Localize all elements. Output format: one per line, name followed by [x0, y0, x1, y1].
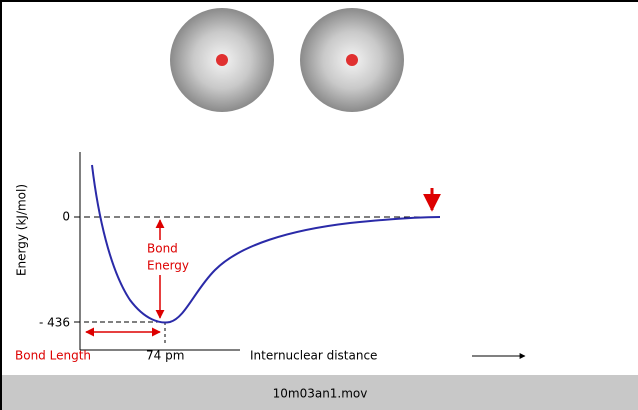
bond-energy-label: Bond	[147, 242, 178, 256]
bond-length-value: 74 pm	[146, 349, 184, 363]
nucleus	[216, 54, 228, 66]
energy-curve	[91, 164, 441, 324]
tick-label: 0	[62, 210, 70, 224]
footer-bar	[2, 375, 638, 410]
file-name: 10m03an1.mov	[273, 387, 368, 401]
x-label: Internuclear distance	[250, 349, 377, 363]
y-label: Energy (kJ/mol)	[15, 184, 29, 276]
tick-label: - 436	[39, 316, 70, 330]
bond-energy-label: Energy	[147, 259, 189, 273]
bond-length-label: Bond Length	[15, 349, 91, 363]
nucleus	[346, 54, 358, 66]
atoms	[170, 8, 404, 112]
